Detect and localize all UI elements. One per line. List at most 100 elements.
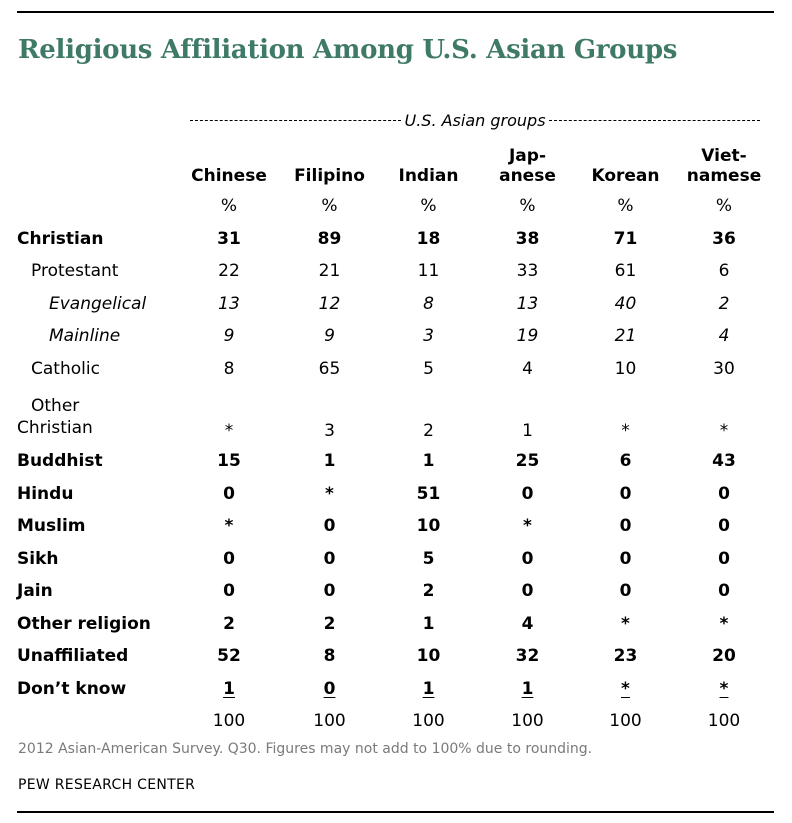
table-row-total: 100 100 100 100 100 100	[17, 705, 774, 738]
table-cell: 0	[718, 581, 730, 602]
table-cell: 89	[317, 228, 342, 249]
table-cell: *	[621, 613, 630, 634]
table-row-jain: Jain 0 0 2 0 0 0	[17, 575, 774, 608]
table-cell: 30	[713, 358, 735, 379]
table-cell: 36	[712, 228, 736, 249]
table-cell: 0	[223, 483, 235, 504]
table-cell: 51	[416, 483, 441, 504]
table-cell: 0	[223, 548, 235, 569]
underlined-value: *	[621, 678, 630, 699]
header-empty	[17, 138, 178, 190]
percent-row: % % % % % %	[17, 190, 774, 223]
percent-symbol: %	[715, 196, 733, 217]
table-row-christian: Christian 31 89 18 38 71 36	[17, 223, 774, 256]
table-cell: 5	[422, 548, 435, 569]
row-label: Sikh	[17, 548, 59, 569]
underlined-value: *	[719, 678, 729, 699]
table-row-hindu: Hindu 0 * 51 0 0 0	[17, 478, 774, 511]
table-cell: 0	[280, 673, 379, 706]
table-cell: 0	[619, 548, 632, 569]
table-cell: *	[621, 421, 630, 441]
table-row-other-christian: Other Christian * 3 2 1 * *	[17, 385, 774, 445]
table-cell: 31	[217, 228, 241, 249]
percent-row-label	[17, 190, 178, 223]
table-row-evangelical: Evangelical 13 12 8 13 40 2	[17, 288, 774, 321]
table-cell: 1	[422, 613, 435, 634]
table-cell: 2	[223, 613, 235, 634]
table-row-buddhist: Buddhist 15 1 1 25 6 43	[17, 445, 774, 478]
column-header-vietnamese: Viet-namese	[686, 146, 762, 186]
table-cell: 40	[614, 293, 637, 314]
table-cell: 21	[614, 326, 637, 347]
table-cell: 23	[613, 646, 638, 667]
percent-symbol: %	[519, 196, 536, 217]
percent-symbol: %	[321, 196, 338, 217]
table-cell: 8	[323, 646, 336, 667]
total-cell: 100	[412, 711, 445, 732]
table-cell: 13	[516, 293, 539, 314]
table-cell: 22	[218, 261, 240, 282]
dashed-line-left	[190, 119, 402, 121]
table-cell: *	[224, 516, 234, 537]
table-cell: 1	[478, 673, 577, 706]
table-cell: 8	[223, 358, 235, 379]
table-row-catholic: Catholic 8 65 5 4 10 30	[17, 353, 774, 386]
table-cell: 0	[323, 516, 336, 537]
footnote: 2012 Asian-American Survey. Q30. Figures…	[18, 741, 593, 757]
table-cell: 12	[318, 293, 341, 314]
total-cell: 100	[511, 711, 544, 732]
table-row-dont-know: Don’t know 1 0 1 1 * *	[17, 673, 774, 706]
percent-symbol: %	[220, 196, 238, 217]
table-cell: 0	[619, 483, 632, 504]
table-cell: 0	[718, 548, 730, 569]
table-cell: 10	[416, 646, 441, 667]
table-cell: 0	[521, 548, 534, 569]
table-cell: 0	[619, 516, 632, 537]
table-cell: 4	[521, 613, 534, 634]
affiliation-table: Chinese Filipino Indian Jap-anese Korean…	[17, 138, 774, 738]
table-cell: 4	[718, 326, 730, 347]
row-label: Mainline	[49, 326, 121, 347]
table-row-other-religion: Other religion 2 2 1 4 * *	[17, 608, 774, 641]
table-cell: 10	[416, 516, 441, 537]
table-cell: 25	[515, 451, 540, 472]
table-cell: 0	[323, 581, 336, 602]
row-label: Protestant	[31, 261, 119, 282]
row-label: Christian	[17, 228, 104, 249]
table-cell: 0	[718, 483, 730, 504]
table-cell: 0	[521, 483, 534, 504]
table-cell: 1	[178, 673, 280, 706]
row-label: Buddhist	[17, 451, 103, 472]
table-cell: *	[325, 483, 334, 504]
table-cell: 33	[516, 261, 539, 282]
row-label: Catholic	[31, 358, 100, 379]
table-cell: 15	[217, 451, 241, 472]
table-cell: 8	[423, 293, 434, 314]
table-cell: *	[719, 421, 729, 441]
total-cell: 100	[707, 711, 741, 732]
row-label: Don’t know	[17, 678, 127, 699]
table-cell: 1	[422, 451, 435, 472]
table-row-sikh: Sikh 0 0 5 0 0 0	[17, 543, 774, 576]
total-cell: 100	[212, 711, 246, 732]
row-label: Muslim	[17, 516, 86, 537]
column-header-chinese: Chinese	[191, 166, 267, 186]
table-cell: *	[523, 516, 532, 537]
bottom-rule	[17, 811, 774, 813]
underlined-value: 1	[521, 678, 534, 699]
row-label: Hindu	[17, 483, 74, 504]
row-label: Unaffiliated	[17, 646, 129, 667]
column-header-korean: Korean	[591, 166, 660, 186]
total-cell: 100	[609, 711, 642, 732]
table-cell: *	[224, 421, 234, 441]
table-cell: 4	[522, 358, 533, 379]
table-row-muslim: Muslim * 0 10 * 0 0	[17, 510, 774, 543]
table-cell: 3	[423, 326, 434, 347]
table-cell: 13	[218, 293, 240, 314]
table-cell: 71	[613, 228, 638, 249]
table-cell: 5	[423, 358, 434, 379]
total-row-label	[17, 705, 178, 738]
underlined-value: 0	[323, 678, 336, 699]
table-cell: 1	[323, 451, 336, 472]
table-cell: 18	[416, 228, 441, 249]
